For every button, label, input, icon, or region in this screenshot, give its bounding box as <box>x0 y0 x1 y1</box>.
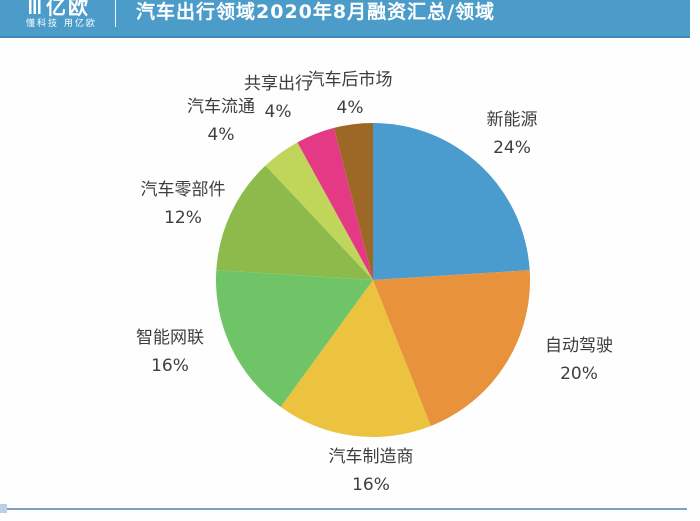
yiou-logo: 亿欧 <box>28 0 90 20</box>
pie-slice-auto-parts <box>216 165 373 280</box>
footer-rule-cap <box>0 504 7 513</box>
slice-name: 汽车流通 <box>187 97 255 117</box>
header-divider <box>115 0 116 27</box>
slice-name: 自动驾驶 <box>545 336 613 356</box>
header-bar: 亿欧 懂科技 用亿欧 汽车出行领域2020年8月融资汇总/领域 <box>0 0 690 38</box>
slice-percent: 24% <box>493 138 531 158</box>
pie-label-manufacturers: 汽车制造商 16% <box>329 443 414 499</box>
page-title: 汽车出行领域2020年8月融资汇总/领域 <box>136 1 496 23</box>
logo-tagline: 懂科技 用亿欧 <box>26 19 97 29</box>
pie-slice-shared-mobility <box>297 127 373 281</box>
pie-label-intelligent-connectivity: 智能网联 16% <box>136 324 204 380</box>
slice-percent: 16% <box>352 475 390 495</box>
slice-percent: 16% <box>151 356 189 376</box>
yiou-logo-icon <box>29 0 41 14</box>
slice-name: 汽车后市场 <box>307 70 393 90</box>
footer-rule <box>3 508 687 510</box>
slice-name: 新能源 <box>486 110 538 130</box>
pie-label-auto-parts: 汽车零部件 12% <box>141 176 226 232</box>
slice-name: 共享出行 <box>244 74 312 94</box>
slice-percent: 4% <box>207 125 235 145</box>
slice-percent: 4% <box>264 102 292 122</box>
pie-slice-auto-distribution <box>265 142 373 280</box>
pie-label-aftermarket: 汽车后市场 4% <box>308 66 393 122</box>
pie-slice-aftermarket <box>333 123 373 280</box>
slice-percent: 20% <box>560 364 598 384</box>
pie-label-new-energy: 新能源 24% <box>487 106 538 162</box>
slice-percent: 12% <box>164 208 202 228</box>
pie-label-auto-distribution: 汽车流通 4% <box>187 93 255 149</box>
pie-slice-intelligent-connectivity <box>215 270 373 408</box>
slice-name: 汽车零部件 <box>140 180 226 200</box>
slice-name: 汽车制造商 <box>328 447 414 467</box>
pie-label-autonomous-driving: 自动驾驶 20% <box>545 332 613 388</box>
slice-name: 智能网联 <box>136 328 204 348</box>
pie-slice-autonomous-driving <box>373 270 530 426</box>
pie-slice-manufacturers <box>280 280 431 437</box>
slice-percent: 4% <box>336 98 364 118</box>
logo-text: 亿欧 <box>46 0 90 19</box>
pie-slice-new-energy <box>373 123 530 280</box>
pie-label-shared-mobility: 共享出行 4% <box>244 70 312 126</box>
